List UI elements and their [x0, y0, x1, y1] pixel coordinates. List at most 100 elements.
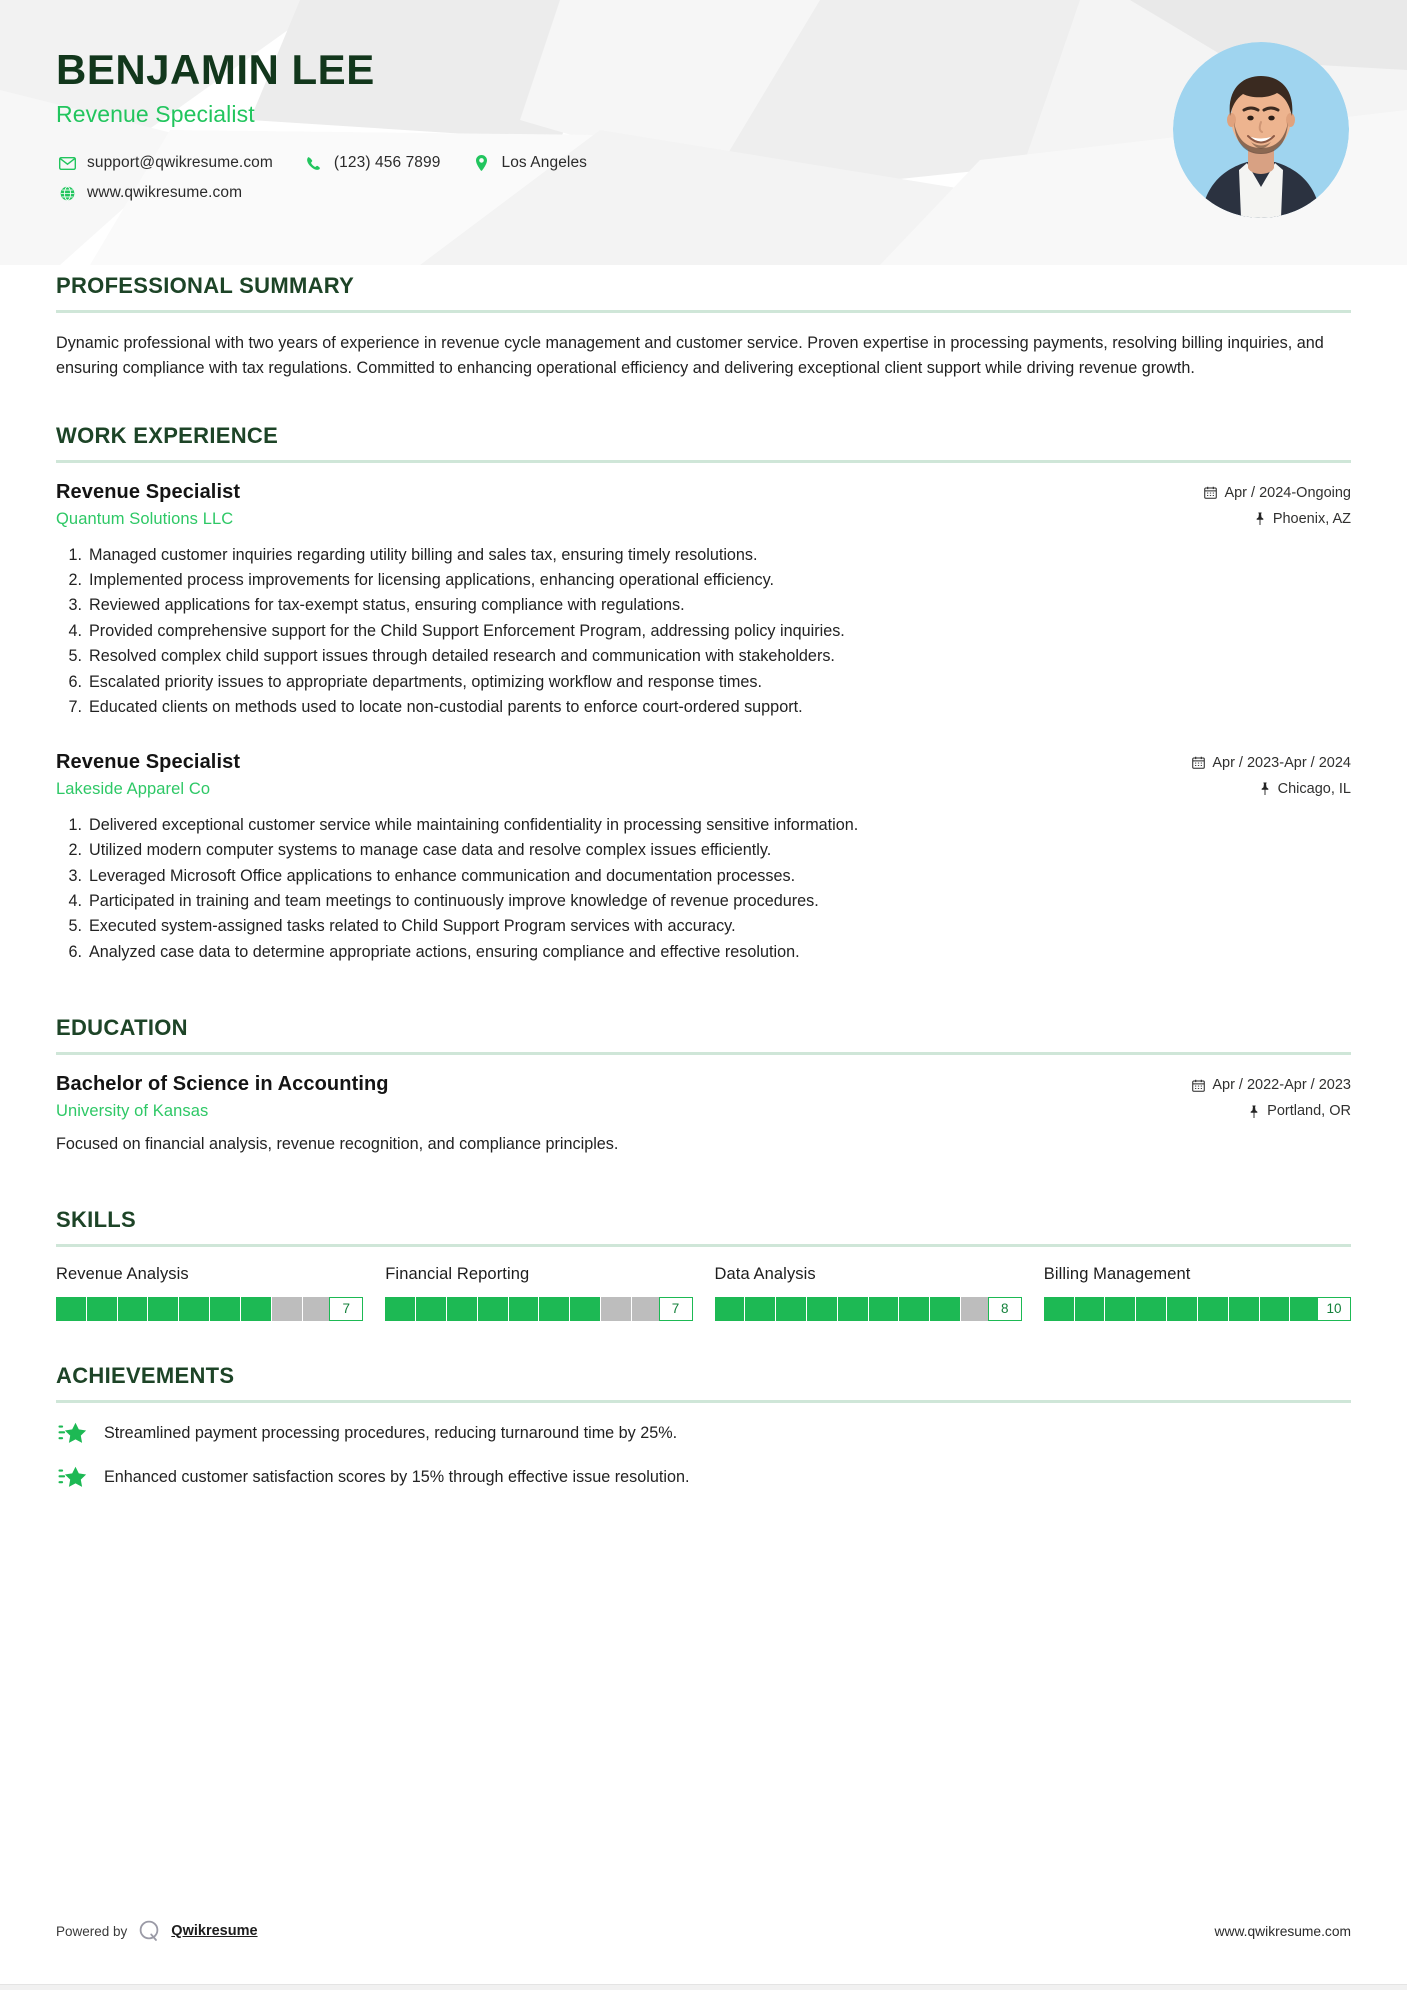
section-title-education: EDUCATION [56, 1015, 188, 1041]
education-school: University of Kansas [56, 1102, 209, 1121]
section-achievements: ACHIEVEMENTS Streamlined payment process… [56, 1363, 1351, 1491]
skill-level-bar: 7 [56, 1296, 364, 1321]
calendar-icon [1192, 756, 1206, 769]
skill-label: Revenue Analysis [56, 1264, 189, 1283]
section-education: EDUCATION Bachelor of Science in Account… [56, 1015, 1351, 1156]
section-divider [56, 1052, 1351, 1056]
contact-block: support@qwikresume.com (123) 456 7899 [56, 154, 1351, 202]
contact-phone[interactable]: (123) 456 7899 [303, 154, 441, 172]
work-location: Phoenix, AZ [1204, 511, 1351, 527]
skill-segment [1043, 1296, 1074, 1321]
globe-icon [56, 184, 78, 202]
section-divider [56, 1243, 1351, 1247]
skill-segment [1228, 1296, 1259, 1321]
education-location-text: Portland, OR [1267, 1103, 1351, 1120]
skill-label: Financial Reporting [385, 1264, 530, 1283]
pushpin-icon [1259, 782, 1271, 796]
skill-segment [930, 1296, 961, 1321]
work-bullet-item: 6. Analyzed case data to determine approp… [68, 942, 800, 961]
skill-item: Financial Reporting 7 [385, 1264, 693, 1321]
skill-label: Billing Management [1043, 1264, 1191, 1283]
work-location: Chicago, IL [1192, 781, 1351, 797]
section-professional-summary: PROFESSIONAL SUMMARY Dynamic professiona… [56, 273, 1351, 381]
education-description: Focused on financial analysis, revenue r… [56, 1135, 619, 1154]
skill-segment [539, 1296, 570, 1321]
section-divider [56, 1399, 1351, 1403]
skill-level-bar: 8 [714, 1296, 1022, 1321]
calendar-icon [1204, 486, 1218, 499]
contact-website-text: www.qwikresume.com [87, 184, 243, 202]
section-title-work: WORK EXPERIENCE [56, 422, 279, 448]
pushpin-icon [1248, 1105, 1260, 1118]
skill-segments [56, 1296, 364, 1321]
education-entry: Bachelor of Science in Accounting Univer… [56, 1073, 1351, 1156]
work-bullet-item: 5. Resolved complex child support issues … [68, 647, 835, 666]
skill-segment [446, 1296, 477, 1321]
education-date-text: Apr / 2022-Apr / 2023 [1212, 1077, 1351, 1094]
skills-grid: Revenue Analysis 7 Financial Reporting 7… [56, 1264, 1352, 1321]
skill-segment [714, 1296, 745, 1321]
resume-header: BENJAMIN LEE Revenue Specialist support@… [0, 0, 1407, 265]
work-date-text: Apr / 2024-Ongoing [1224, 484, 1351, 501]
section-skills: SKILLS Revenue Analysis 7 Financial Repo… [56, 1206, 1352, 1321]
skill-segment [601, 1296, 631, 1321]
skill-segments [385, 1296, 693, 1321]
skill-level-badge: 10 [1317, 1296, 1351, 1321]
qwikresume-link[interactable]: Qwikresume [171, 1923, 258, 1939]
contact-email[interactable]: support@qwikresume.com [56, 154, 273, 172]
work-company-name: Quantum Solutions LLC [56, 509, 234, 528]
skill-level-bar: 10 [1043, 1296, 1352, 1321]
skill-segment [570, 1296, 601, 1321]
work-bullet-item: 3. Leveraged Microsoft Office application… [68, 866, 796, 885]
contact-email-text: support@qwikresume.com [87, 154, 273, 172]
work-bullet-item: 3. Reviewed applications for tax-exempt s… [68, 596, 685, 615]
work-bullet-item: 5. Executed system-assigned tasks related… [68, 917, 736, 936]
work-bullet-item: 6. Escalated priority issues to appropria… [68, 672, 762, 691]
skill-segment [477, 1296, 508, 1321]
work-bullet-item: 7. Educated clients on methods used to lo… [68, 698, 803, 717]
skill-segments [714, 1296, 1022, 1321]
work-bullet-item: 1. Managed customer inquiries regarding u… [68, 545, 758, 564]
contact-phone-text: (123) 456 7899 [333, 154, 441, 172]
page-bottom-edge [0, 1984, 1407, 1990]
skill-segment [1136, 1296, 1167, 1321]
work-job-title: Revenue Specialist [56, 480, 241, 503]
skill-segment [961, 1296, 991, 1321]
skill-segments [1043, 1296, 1352, 1321]
achievement-item: Enhanced customer satisfaction scores by… [56, 1465, 1351, 1491]
calendar-icon [1192, 1079, 1206, 1092]
section-divider [56, 459, 1351, 463]
skill-segment [1105, 1296, 1136, 1321]
work-bullet-item: 1. Delivered exceptional customer service… [68, 815, 859, 834]
skill-segment [1074, 1296, 1105, 1321]
contact-website[interactable]: www.qwikresume.com [56, 184, 242, 202]
phone-icon [303, 154, 325, 172]
resume-body: PROFESSIONAL SUMMARY Dynamic professiona… [0, 273, 1407, 1491]
education-degree: Bachelor of Science in Accounting [56, 1073, 389, 1096]
section-title-achievements: ACHIEVEMENTS [56, 1362, 235, 1388]
footer-brand-group: Powered by Qwikresume [56, 1918, 258, 1944]
work-bullet-item: 2. Implemented process improvements for l… [68, 571, 775, 589]
work-location-text: Phoenix, AZ [1272, 510, 1351, 527]
achievement-item: Streamlined payment processing procedure… [56, 1421, 1351, 1447]
achievement-text: Streamlined payment processing procedure… [104, 1423, 678, 1442]
work-entry: Revenue Specialist Quantum Solutions LLC… [56, 481, 1351, 721]
skill-segment [210, 1296, 240, 1321]
work-date: Apr / 2023-Apr / 2024 [1192, 755, 1351, 771]
star-icon [56, 1465, 90, 1491]
work-location-text: Chicago, IL [1277, 780, 1351, 797]
work-job-title: Revenue Specialist [56, 750, 241, 773]
section-title-skills: SKILLS [56, 1206, 137, 1232]
skill-segment [508, 1296, 539, 1321]
location-pin-icon [470, 154, 492, 172]
avatar [1173, 42, 1349, 218]
education-location: Portland, OR [1192, 1103, 1351, 1119]
skill-segment [86, 1296, 117, 1321]
footer-website: www.qwikresume.com [1214, 1923, 1351, 1939]
page-footer: Powered by Qwikresume www.qwikresume.com [0, 1918, 1407, 1944]
skill-segment [776, 1296, 806, 1321]
skill-level-badge: 7 [658, 1296, 693, 1321]
job-role-subtitle: Revenue Specialist [56, 101, 255, 128]
skill-level-bar: 7 [385, 1296, 693, 1321]
qwikresume-logo-icon [136, 1918, 162, 1944]
